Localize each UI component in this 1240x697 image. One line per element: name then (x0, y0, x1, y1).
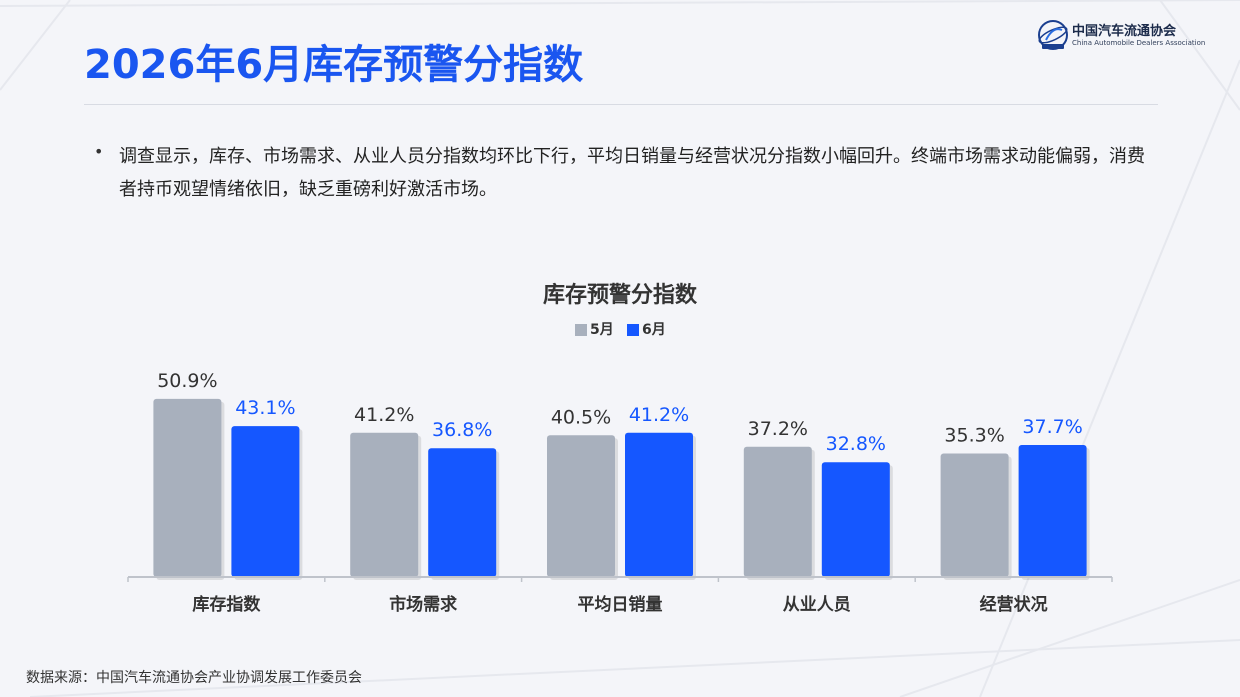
bar-2-4 (821, 462, 890, 577)
data-label-2-2: 36.8% (432, 419, 492, 441)
bar-1-1 (153, 398, 222, 577)
data-label-2-3: 41.2% (629, 404, 689, 426)
title-divider (84, 104, 1158, 105)
data-source: 数据来源：中国汽车流通协会产业协调发展工作委员会 (26, 670, 362, 686)
summary-text: 调查显示，库存、市场需求、从业人员分指数均环比下行，平均日销量与经营状况分指数小… (119, 146, 1145, 200)
page-title: 2026年6月库存预警分指数 (84, 42, 584, 88)
data-label-1-2: 41.2% (354, 404, 414, 426)
x-tick-label-3: 平均日销量 (578, 594, 663, 615)
legend-swatch-2 (627, 324, 639, 336)
data-label-2-5: 37.7% (1022, 416, 1082, 438)
legend-swatch-1 (575, 324, 587, 336)
legend-label-1: 5月 (590, 322, 614, 338)
bar-2-2 (428, 448, 497, 577)
data-label-1-5: 35.3% (944, 424, 1004, 446)
logo-name-cn: 中国汽车流通协会 (1072, 24, 1177, 39)
association-logo: 中国汽车流通协会 China Automobile Dealers Associ… (1036, 18, 1206, 54)
data-label-1-3: 40.5% (551, 406, 611, 428)
x-tick-label-4: 从业人员 (783, 595, 851, 615)
bar-2-5 (1018, 445, 1087, 577)
bar-1-4 (743, 446, 812, 577)
data-label-1-4: 37.2% (748, 418, 808, 440)
chart-title: 库存预警分指数 (543, 282, 698, 308)
bar-1-5 (940, 453, 1009, 577)
data-label-2-4: 32.8% (826, 433, 886, 455)
bar-1-2 (350, 432, 419, 577)
logo-emblem-icon (1038, 20, 1068, 50)
data-label-1-1: 50.9% (157, 370, 217, 392)
bullet-dot-icon: • (94, 142, 104, 161)
x-tick-label-5: 经营状况 (980, 594, 1048, 615)
bar-2-1 (231, 426, 300, 577)
bar-1-3 (547, 435, 615, 577)
data-label-2-1: 43.1% (235, 397, 295, 419)
legend-label-2: 6月 (642, 322, 666, 338)
bar-2-3 (625, 432, 693, 577)
x-tick-label-1: 库存指数 (192, 594, 261, 615)
x-tick-label-2: 市场需求 (389, 594, 457, 615)
logo-name-en: China Automobile Dealers Association (1072, 39, 1206, 47)
